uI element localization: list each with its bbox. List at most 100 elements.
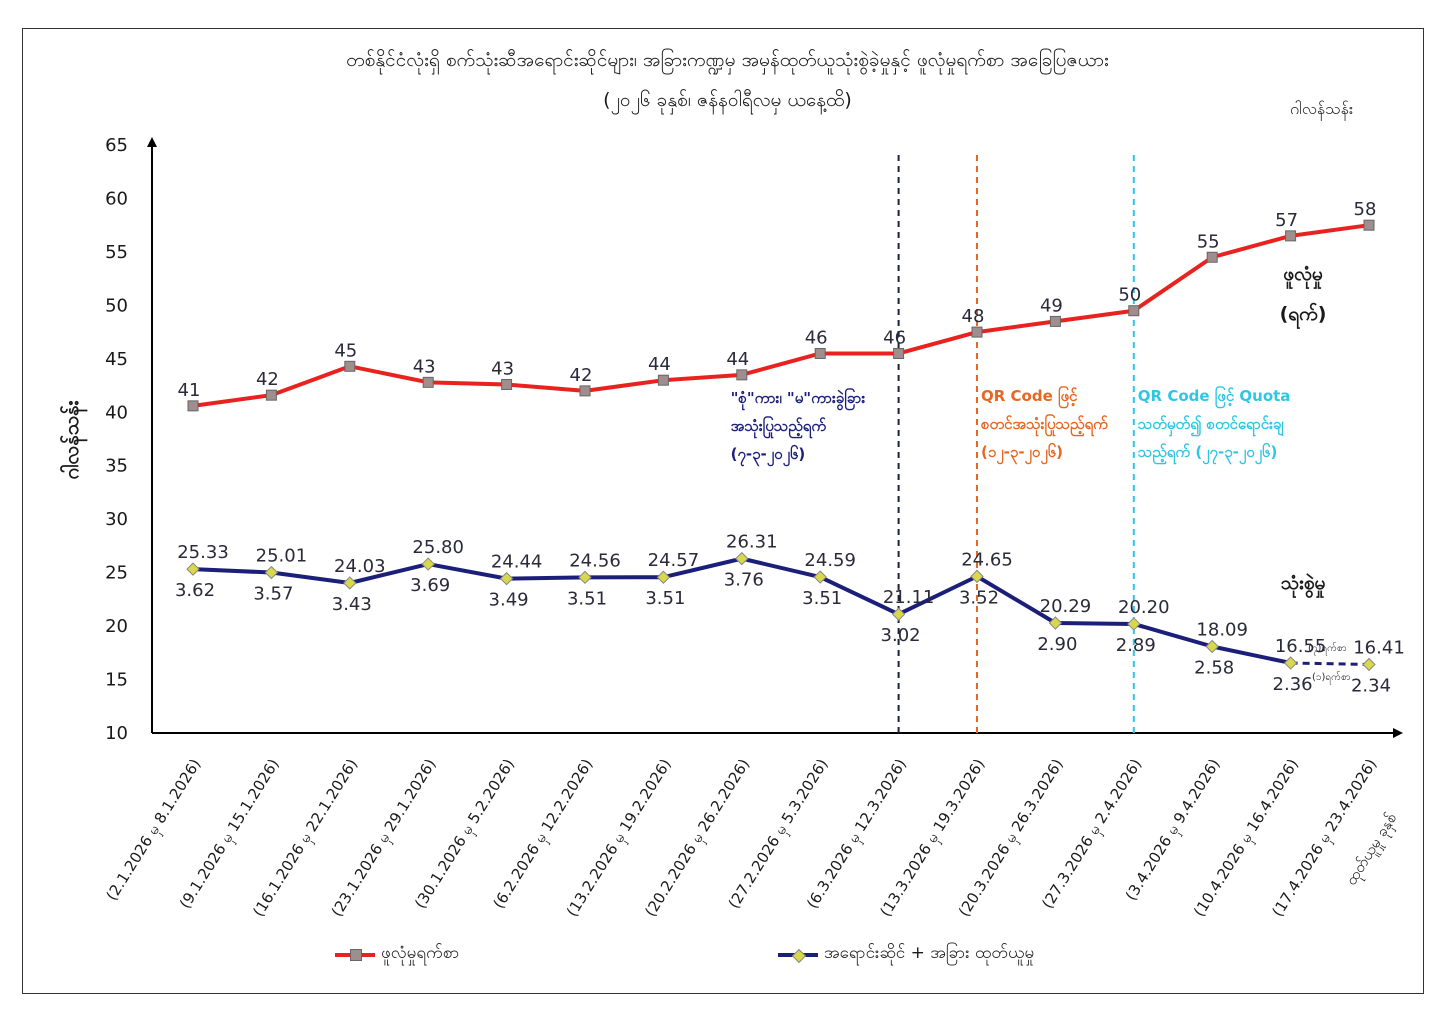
- consumption-value-label: 24.03: [334, 556, 386, 577]
- supply-days-label: 57: [1275, 210, 1298, 231]
- x-axis-title: ထုတ်ယူမှု ခုနှစ်: [1342, 810, 1403, 890]
- legend-marker-supply: [350, 948, 362, 961]
- annotation-text-1: အသုံးပြုသည့်ရက်: [731, 415, 827, 439]
- consumption-marker: [1283, 656, 1298, 670]
- legend-swatch-supply: [335, 948, 375, 961]
- y-tick-label: 55: [105, 242, 128, 263]
- consumption-days-label: 2.34: [1351, 675, 1391, 696]
- data-labels-group: 41 42 45 43 43 42 44 44 46 46 48 49 50 55 57 58 ဖူလုံမှု…: [175, 199, 1405, 696]
- y-tick-label: 15: [105, 670, 128, 691]
- y-tick-label: 30: [105, 509, 128, 530]
- consumption-days-label: 3.76: [724, 570, 764, 591]
- consumption-marker: [891, 607, 906, 621]
- y-tick-label: 40: [105, 402, 128, 423]
- supply-days-line: [192, 223, 1370, 408]
- consumption-days-label: 3.62: [175, 580, 215, 601]
- y-tick-label: 20: [105, 616, 128, 637]
- supply-days-marker: [344, 360, 356, 372]
- consumption-value-label: 24.59: [804, 550, 856, 571]
- supply-days-marker: [422, 376, 434, 388]
- consumption-marker: [1127, 617, 1141, 631]
- supply-days-label: 44: [726, 349, 749, 370]
- y-tick-label: 50: [105, 295, 128, 316]
- supply-days-marker: [971, 326, 983, 338]
- consumption-days-label: 3.52: [959, 587, 999, 608]
- supply-days-label: 45: [334, 340, 357, 361]
- supply-days-marker: [579, 385, 591, 397]
- consumption-line-dashed: [1290, 661, 1370, 666]
- consumption-marker: [421, 557, 435, 571]
- y-tick-label: 65: [105, 135, 128, 156]
- y-axis-arrow: [147, 137, 157, 147]
- y-tick-label: 45: [105, 349, 128, 370]
- supply-days-marker: [657, 374, 669, 386]
- supply-days-marker: [1128, 305, 1140, 317]
- consumption-days-label: 3.43: [332, 594, 372, 615]
- y-tick-label: 25: [105, 563, 128, 584]
- consumption-value-label: 21.11: [883, 587, 935, 608]
- annotation-text-2: (၁၂-၃-၂၀၂၆): [981, 442, 1063, 465]
- series-group: [186, 219, 1376, 672]
- supply-days-label: 49: [1040, 295, 1063, 316]
- consumption-value-label: 20.29: [1040, 596, 1092, 617]
- supply-days-label: 43: [413, 356, 436, 377]
- supply-side-label: ဖူလုံမှု: [1283, 263, 1323, 290]
- supply-days-marker: [1049, 315, 1061, 327]
- y-axis-title: ဂါလန်သန်း: [59, 401, 88, 480]
- supply-days-marker: [814, 347, 826, 359]
- annotation-text-3: သည့်ရက် (၂၇-၃-၂၀၂၆): [1138, 442, 1278, 465]
- supply-side-label: (ရက်): [1280, 301, 1327, 330]
- consumption-value-label: 26.31: [726, 532, 778, 553]
- supply-days-label: 46: [883, 327, 906, 348]
- supply-days-marker: [1363, 219, 1375, 231]
- consumption-value-label: 25.80: [412, 537, 464, 558]
- x-tick-labels-group: (2.1.2026 မှ 8.1.2026)(9.1.2026 မှ 15.1.…: [103, 756, 1403, 922]
- supply-days-marker: [265, 389, 277, 401]
- supply-days-marker: [736, 369, 748, 381]
- legend: ဖူလုံမှုရက်စာ အရောင်းဆိုင် + အခြား ထုတ်ယ…: [0, 942, 1455, 972]
- consumption-marker: [970, 569, 984, 584]
- supply-days-label: 44: [648, 354, 671, 375]
- supply-days-label: 43: [491, 358, 514, 379]
- consumption-marker: [1048, 616, 1063, 630]
- consumption-days-label: 3.69: [410, 575, 450, 596]
- supply-days-label: 46: [805, 327, 828, 348]
- consumption-marker: [578, 570, 592, 585]
- consumption-value-label: 24.56: [569, 550, 621, 571]
- consumption-marker: [735, 551, 749, 566]
- annotation-text-2: စတင်အသုံးပြုသည့်ရက်: [981, 413, 1108, 437]
- consumption-marker: [343, 576, 357, 590]
- consumption-days-label: 2.58: [1194, 658, 1234, 679]
- small-note-label: (၁)ရက်စာ: [1312, 670, 1351, 685]
- y-tick-label: 10: [105, 723, 128, 744]
- supply-days-marker: [893, 347, 905, 359]
- consumption-days-label: 3.51: [645, 588, 685, 609]
- supply-days-label: 41: [178, 380, 201, 401]
- legend-swatch-consumption: [778, 948, 818, 963]
- annotation-text-2: QR Code ဖြင့်: [981, 385, 1078, 409]
- supply-days-marker: [1285, 230, 1297, 242]
- axes-group: 10 15 20 25 30 35 40 45 50 55 60 65 ဂါလန်သန်း: [59, 135, 1403, 744]
- consumption-marker: [186, 562, 200, 576]
- chart-frame: [22, 28, 1424, 994]
- consumption-value-label: 16.41: [1353, 637, 1405, 658]
- consumption-value-label: 25.01: [256, 546, 308, 567]
- legend-marker-consumption: [791, 948, 807, 963]
- consumption-value-label: 16.55: [1275, 636, 1327, 657]
- supply-days-label: 48: [962, 306, 985, 327]
- consumption-marker: [1362, 657, 1376, 672]
- supply-days-marker: [501, 378, 513, 390]
- supply-days-marker: [187, 400, 199, 412]
- legend-label-consumption: အရောင်းဆိုင် + အခြား ထုတ်ယူမှု: [824, 943, 1035, 963]
- legend-label-supply: ဖူလုံမှုရက်စာ: [381, 943, 460, 963]
- consumption-marker: [656, 570, 671, 584]
- consumption-days-label: 3.57: [253, 584, 293, 605]
- unit-label: ဂါလန်သန်း: [1290, 99, 1353, 118]
- legend-item-supply: ဖူလုံမှုရက်စာ: [335, 942, 459, 967]
- supply-days-marker: [1206, 251, 1218, 263]
- annotation-text-3: QR Code ဖြင့် Quota: [1138, 385, 1291, 409]
- consumption-marker: [264, 565, 279, 580]
- supply-days-label: 55: [1197, 231, 1220, 252]
- small-note-label: (၇)ရက်စာ: [1308, 641, 1347, 656]
